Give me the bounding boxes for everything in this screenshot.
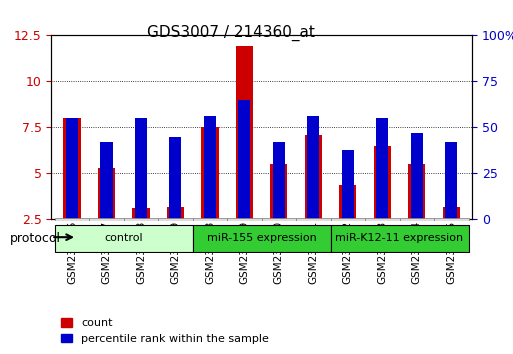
Text: protocol: protocol — [10, 233, 61, 245]
Bar — [236, 46, 253, 219]
Text: GDS3007 / 214360_at: GDS3007 / 214360_at — [147, 25, 315, 41]
Bar — [132, 209, 150, 219]
Text: miR-155 expression: miR-155 expression — [207, 233, 317, 243]
Bar — [66, 118, 78, 219]
Bar — [169, 137, 182, 219]
FancyBboxPatch shape — [365, 218, 400, 221]
Bar — [443, 207, 460, 219]
FancyBboxPatch shape — [124, 218, 158, 221]
FancyBboxPatch shape — [55, 224, 193, 252]
Text: miR-K12-11 expression: miR-K12-11 expression — [336, 233, 464, 243]
Bar — [408, 164, 425, 219]
Bar — [342, 149, 354, 219]
FancyBboxPatch shape — [434, 218, 468, 221]
FancyBboxPatch shape — [296, 218, 330, 221]
FancyBboxPatch shape — [193, 218, 227, 221]
FancyBboxPatch shape — [193, 224, 330, 252]
Bar — [373, 146, 391, 219]
Bar — [270, 164, 287, 219]
FancyBboxPatch shape — [227, 218, 262, 221]
Bar — [305, 135, 322, 219]
Bar — [204, 116, 216, 219]
Bar — [339, 184, 357, 219]
FancyBboxPatch shape — [330, 224, 468, 252]
Bar — [167, 207, 184, 219]
Bar — [376, 118, 388, 219]
FancyBboxPatch shape — [330, 218, 365, 221]
Bar — [98, 168, 115, 219]
Legend: count, percentile rank within the sample: count, percentile rank within the sample — [57, 314, 273, 348]
Bar — [239, 100, 250, 219]
FancyBboxPatch shape — [55, 218, 89, 221]
Text: control: control — [105, 233, 143, 243]
Bar — [201, 127, 219, 219]
FancyBboxPatch shape — [89, 218, 124, 221]
Bar — [101, 142, 112, 219]
Bar — [411, 133, 423, 219]
FancyBboxPatch shape — [262, 218, 296, 221]
Bar — [273, 142, 285, 219]
Bar — [445, 142, 457, 219]
Bar — [135, 118, 147, 219]
FancyBboxPatch shape — [400, 218, 434, 221]
Bar — [64, 118, 81, 219]
FancyBboxPatch shape — [158, 218, 193, 221]
Bar — [307, 116, 320, 219]
